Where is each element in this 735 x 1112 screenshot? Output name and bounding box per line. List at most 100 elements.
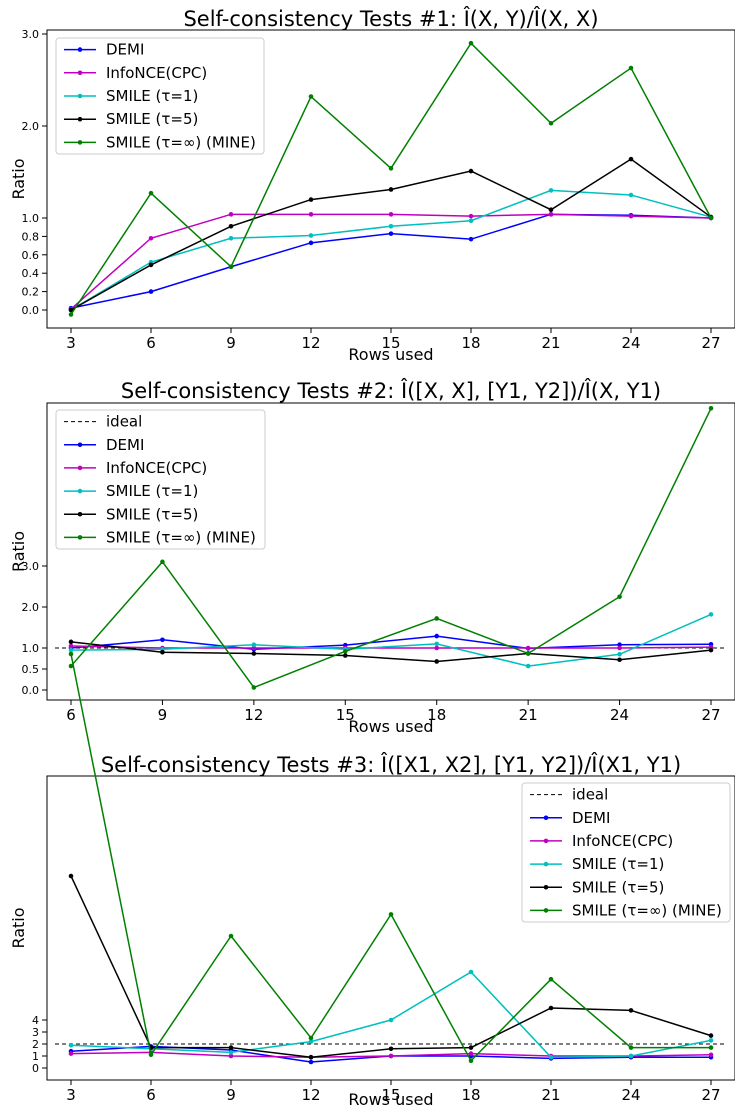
data-point <box>68 663 74 669</box>
x-tick-label: 18 <box>461 1086 480 1104</box>
series-line <box>70 407 712 689</box>
data-point <box>617 642 622 648</box>
chart-title: Self-consistency Tests #2: Î([X, X], [Y1… <box>121 378 661 403</box>
data-point <box>628 192 634 198</box>
series-smile-mine <box>68 651 714 1064</box>
y-axis-label: Ratio <box>9 907 28 948</box>
data-point <box>548 976 554 982</box>
data-point <box>525 651 531 656</box>
series-line <box>70 635 712 651</box>
x-tick-label: 15 <box>336 706 355 724</box>
chart-panel-1: Self-consistency Tests #1: Î(X, Y)/Î(X, … <box>9 6 735 364</box>
data-point <box>708 1045 714 1050</box>
data-point <box>434 659 440 664</box>
data-point <box>148 1052 154 1058</box>
data-point <box>228 212 234 217</box>
y-tick-label: 1.0 <box>22 212 40 225</box>
legend-label: DEMI <box>106 436 144 454</box>
y-tick-label: 0.5 <box>22 663 40 676</box>
data-point <box>628 65 634 71</box>
legend-label: InfoNCE(CPC) <box>106 459 207 477</box>
data-point <box>708 1052 714 1058</box>
data-point <box>468 1058 474 1064</box>
x-tick-label: 6 <box>66 706 76 724</box>
data-point <box>148 235 154 241</box>
legend-label: SMILE (τ=∞) (MINE) <box>572 901 722 919</box>
data-point <box>251 651 257 656</box>
data-point <box>548 188 554 193</box>
y-tick-label: 0.6 <box>22 249 40 262</box>
plot-frame <box>46 402 735 701</box>
legend: DEMI InfoNCE(CPC) SMILE (τ=1) SMILE (τ=5) SM… <box>55 37 265 155</box>
legend-label: SMILE (τ=∞) (MINE) <box>106 133 256 151</box>
x-tick-label: 12 <box>301 1086 320 1104</box>
data-point <box>617 645 622 651</box>
series-smile-1 <box>68 612 714 669</box>
data-point <box>68 651 74 657</box>
data-point <box>308 240 314 246</box>
chart-panel-3: Self-consistency Tests #3: Î([X1, X2], [… <box>9 651 735 1109</box>
legend-marker <box>77 140 83 145</box>
legend-marker <box>77 47 83 52</box>
legend-label: SMILE (τ=1) <box>106 87 198 105</box>
data-point <box>308 1039 314 1044</box>
data-point <box>148 190 154 196</box>
y-tick-label: 3.0 <box>22 560 40 573</box>
legend-marker <box>543 838 549 844</box>
legend-marker <box>77 70 83 76</box>
data-point <box>468 236 474 242</box>
x-tick-label: 3 <box>66 1086 76 1104</box>
y-tick-label: 3 <box>32 1026 39 1039</box>
x-tick-label: 27 <box>701 1086 720 1104</box>
legend-marker <box>77 511 83 517</box>
data-point <box>434 641 440 647</box>
y-axis-label: Ratio <box>9 531 28 572</box>
data-point <box>628 213 634 219</box>
y-tick-label: 0.4 <box>22 267 40 280</box>
data-point <box>468 218 474 224</box>
x-axis-label: Rows used <box>348 345 433 364</box>
series-smile-1 <box>68 188 714 313</box>
legend-marker <box>543 861 549 867</box>
x-tick-label: 24 <box>621 1086 640 1104</box>
legend-label: ideal <box>106 413 142 431</box>
legend-label: SMILE (τ=∞) (MINE) <box>106 528 256 546</box>
series-smile-mine <box>68 406 714 690</box>
legend-label: ideal <box>572 786 608 804</box>
data-point <box>468 168 474 174</box>
x-tick-label: 18 <box>461 334 480 352</box>
data-point <box>388 212 394 217</box>
data-point <box>628 1053 634 1059</box>
data-point <box>628 156 634 162</box>
data-point <box>308 94 314 99</box>
legend-label: SMILE (τ=1) <box>572 855 664 873</box>
data-point <box>708 1033 714 1038</box>
legend-box <box>55 37 265 155</box>
data-point <box>68 873 74 879</box>
data-point <box>617 657 622 663</box>
data-point <box>468 1051 474 1056</box>
data-point <box>68 1042 74 1048</box>
x-tick-label: 12 <box>244 706 263 724</box>
data-point <box>388 1046 394 1052</box>
legend-marker <box>77 442 83 448</box>
y-tick-label: 0.2 <box>22 286 40 299</box>
x-tick-label: 21 <box>541 1086 560 1104</box>
x-tick-label: 9 <box>226 1086 236 1104</box>
data-point <box>548 207 554 213</box>
x-tick-label: 18 <box>427 706 446 724</box>
x-tick-label: 12 <box>301 334 320 352</box>
data-point <box>708 1038 714 1043</box>
legend-label: InfoNCE(CPC) <box>106 64 207 82</box>
data-point <box>548 1005 554 1011</box>
x-tick-label: 15 <box>381 334 400 352</box>
x-tick-label: 9 <box>226 334 236 352</box>
data-point <box>708 215 714 221</box>
x-tick-label: 21 <box>519 706 538 724</box>
data-point <box>228 1053 234 1059</box>
legend-marker <box>543 884 549 890</box>
legend-label: InfoNCE(CPC) <box>572 832 673 850</box>
data-point <box>548 1054 554 1060</box>
data-point <box>228 933 234 939</box>
x-axis-label: Rows used <box>348 717 433 736</box>
